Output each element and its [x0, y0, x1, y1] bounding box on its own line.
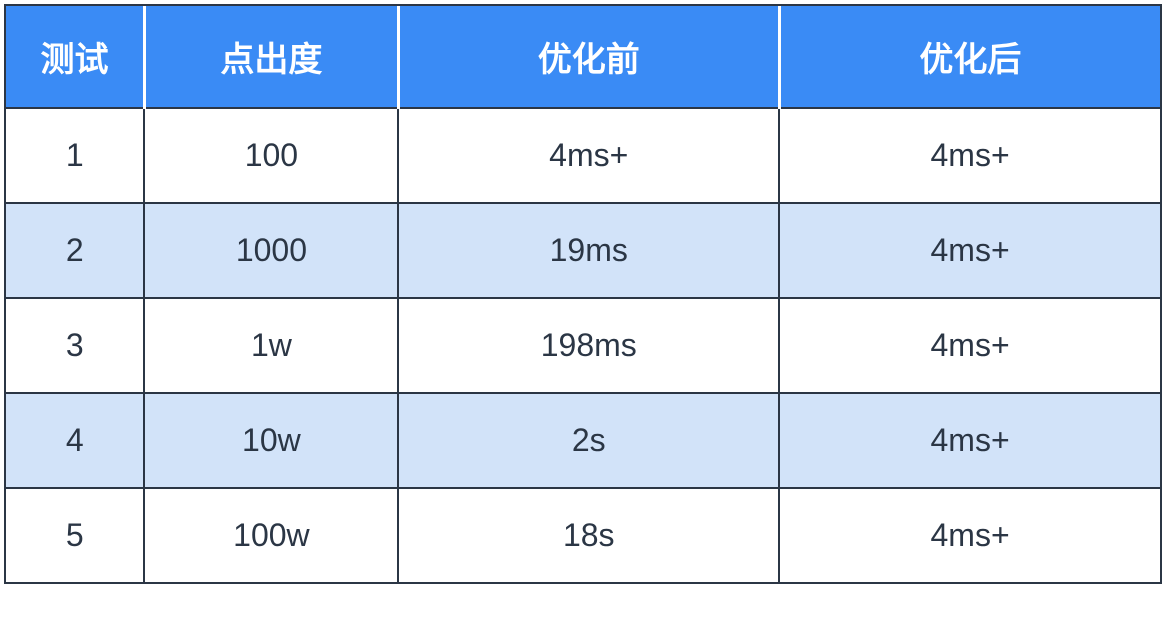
cell-test: 5: [6, 488, 144, 582]
cell-outdegree: 1000: [144, 203, 398, 298]
table-row: 1 100 4ms+ 4ms+: [6, 108, 1160, 203]
table-row: 4 10w 2s 4ms+: [6, 393, 1160, 488]
table-header-row: 测试 点出度 优化前 优化后: [6, 6, 1160, 108]
cell-before: 18s: [398, 488, 779, 582]
col-header-after: 优化后: [779, 6, 1160, 108]
cell-before: 198ms: [398, 298, 779, 393]
cell-outdegree: 100: [144, 108, 398, 203]
cell-after: 4ms+: [779, 488, 1160, 582]
cell-before: 2s: [398, 393, 779, 488]
cell-after: 4ms+: [779, 393, 1160, 488]
cell-after: 4ms+: [779, 108, 1160, 203]
cell-outdegree: 10w: [144, 393, 398, 488]
cell-outdegree: 1w: [144, 298, 398, 393]
table-row: 2 1000 19ms 4ms+: [6, 203, 1160, 298]
cell-test: 1: [6, 108, 144, 203]
col-header-before: 优化前: [398, 6, 779, 108]
table-row: 3 1w 198ms 4ms+: [6, 298, 1160, 393]
cell-test: 3: [6, 298, 144, 393]
table: 测试 点出度 优化前 优化后 1 100 4ms+ 4ms+ 2 1000 19…: [6, 6, 1160, 582]
col-header-test: 测试: [6, 6, 144, 108]
cell-outdegree: 100w: [144, 488, 398, 582]
performance-table: 测试 点出度 优化前 优化后 1 100 4ms+ 4ms+ 2 1000 19…: [4, 4, 1162, 584]
col-header-outdegree: 点出度: [144, 6, 398, 108]
cell-before: 19ms: [398, 203, 779, 298]
cell-before: 4ms+: [398, 108, 779, 203]
cell-after: 4ms+: [779, 203, 1160, 298]
table-row: 5 100w 18s 4ms+: [6, 488, 1160, 582]
cell-after: 4ms+: [779, 298, 1160, 393]
cell-test: 2: [6, 203, 144, 298]
cell-test: 4: [6, 393, 144, 488]
